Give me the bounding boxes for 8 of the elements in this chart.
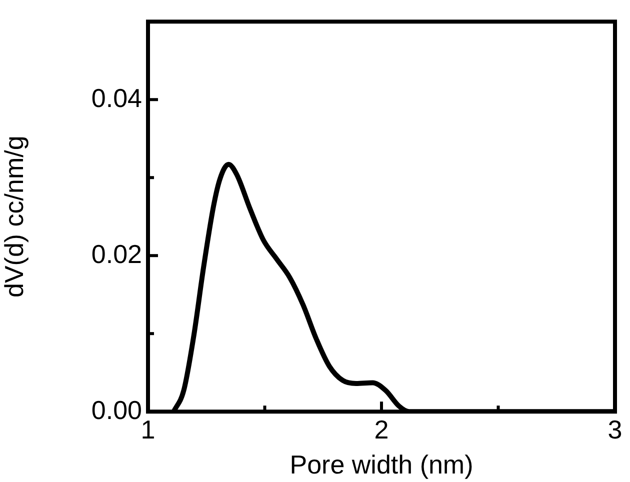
x-tick-label: 1 (140, 414, 156, 444)
y-axis-title: dV(d) cc/nm/g (0, 136, 29, 298)
x-tick-label: 2 (374, 414, 389, 444)
y-tick-label: 0.00 (91, 394, 142, 425)
x-axis-title: Pore width (nm) (290, 450, 474, 480)
y-tick-label: 0.02 (91, 238, 142, 269)
y-tick-label: 0.04 (91, 82, 142, 113)
x-tick-label: 3 (608, 414, 622, 444)
